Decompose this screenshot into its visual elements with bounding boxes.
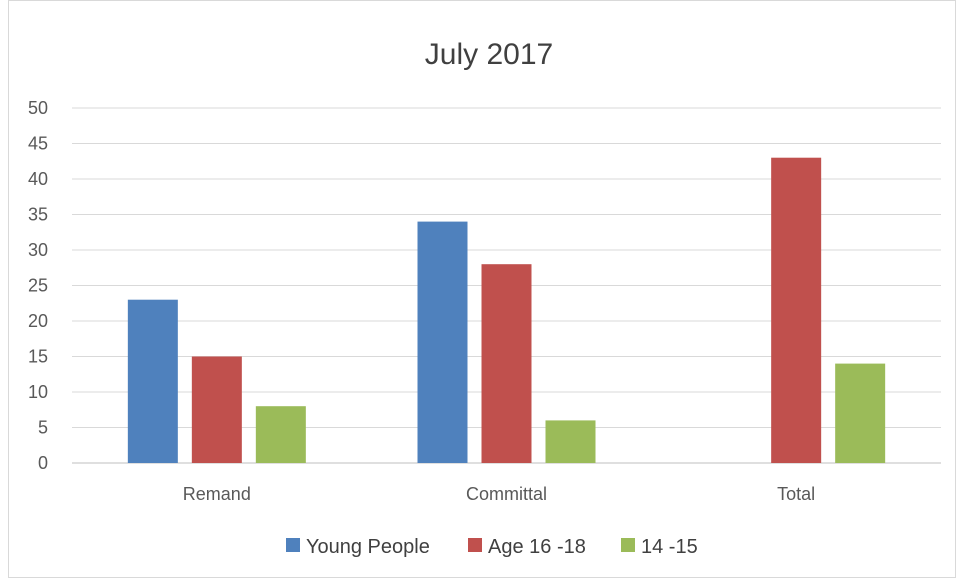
y-tick-label: 45 xyxy=(28,134,48,154)
chart-title: July 2017 xyxy=(425,38,553,71)
legend-swatch xyxy=(286,538,300,552)
bar-age-16-18-committal xyxy=(481,264,532,463)
y-tick-label: 25 xyxy=(28,276,48,296)
bar-14-15-committal xyxy=(545,420,596,463)
y-tick-label: 35 xyxy=(28,205,48,225)
legend-swatch xyxy=(621,538,635,552)
legend-label: 14 -15 xyxy=(641,536,698,558)
x-tick-label: Remand xyxy=(183,484,251,504)
legend-label: Age 16 -18 xyxy=(488,536,586,558)
bar-age-16-18-remand xyxy=(191,356,242,463)
y-tick-label: 0 xyxy=(38,453,48,473)
bars xyxy=(127,157,886,463)
y-tick-label: 5 xyxy=(38,418,48,438)
bar-14-15-total xyxy=(835,363,886,463)
y-axis-ticks: 0 5 10 15 20 25 30 35 40 45 50 xyxy=(28,98,48,473)
x-axis-ticks: Remand Committal Total xyxy=(183,484,815,504)
x-tick-label: Committal xyxy=(466,484,547,504)
y-tick-label: 20 xyxy=(28,311,48,331)
y-tick-label: 10 xyxy=(28,382,48,402)
legend-label: Young People xyxy=(306,536,430,558)
bar-young-people-remand xyxy=(127,299,178,463)
legend: Young People Age 16 -18 14 -15 xyxy=(286,536,698,558)
y-tick-label: 30 xyxy=(28,240,48,260)
bar-age-16-18-total xyxy=(771,157,822,463)
bar-14-15-remand xyxy=(255,406,306,463)
bar-young-people-committal xyxy=(417,221,468,463)
y-tick-label: 40 xyxy=(28,169,48,189)
legend-swatch xyxy=(468,538,482,552)
y-tick-label: 15 xyxy=(28,347,48,367)
x-tick-label: Total xyxy=(777,484,815,504)
y-tick-label: 50 xyxy=(28,98,48,118)
